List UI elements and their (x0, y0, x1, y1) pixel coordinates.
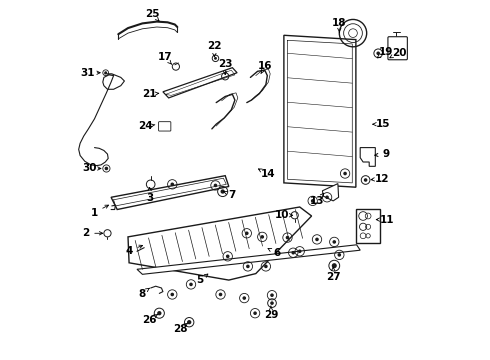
Polygon shape (360, 148, 375, 166)
Text: 17: 17 (158, 52, 172, 62)
Circle shape (325, 195, 329, 199)
Text: 25: 25 (145, 9, 159, 19)
Circle shape (171, 293, 174, 296)
Text: 2: 2 (82, 228, 89, 238)
Circle shape (298, 249, 301, 253)
Text: 4: 4 (125, 246, 133, 256)
Text: 19: 19 (379, 47, 393, 57)
Circle shape (333, 240, 336, 244)
Circle shape (187, 320, 192, 324)
Polygon shape (111, 176, 229, 210)
Circle shape (332, 263, 337, 268)
Circle shape (264, 265, 268, 268)
Circle shape (214, 184, 217, 187)
Circle shape (246, 265, 250, 268)
Circle shape (364, 178, 368, 182)
Text: 29: 29 (264, 310, 278, 320)
Text: 6: 6 (273, 248, 281, 258)
Text: 20: 20 (392, 48, 406, 58)
Circle shape (245, 231, 248, 235)
Text: 27: 27 (326, 272, 341, 282)
Circle shape (376, 51, 380, 55)
Polygon shape (128, 207, 312, 280)
Text: 26: 26 (143, 315, 157, 325)
Text: 3: 3 (146, 193, 153, 203)
Circle shape (243, 296, 246, 300)
Polygon shape (284, 35, 356, 187)
Circle shape (315, 238, 319, 241)
Text: 12: 12 (374, 174, 389, 184)
Circle shape (171, 183, 174, 186)
Polygon shape (322, 184, 339, 201)
Text: 21: 21 (142, 89, 156, 99)
Text: 30: 30 (82, 163, 97, 174)
Text: 24: 24 (139, 121, 153, 131)
FancyBboxPatch shape (388, 37, 407, 60)
Circle shape (338, 253, 341, 257)
Polygon shape (163, 68, 237, 98)
Circle shape (261, 235, 264, 239)
Text: 14: 14 (261, 169, 275, 179)
FancyBboxPatch shape (159, 122, 171, 131)
Circle shape (253, 311, 257, 315)
Text: 23: 23 (218, 59, 232, 69)
Polygon shape (137, 245, 360, 274)
Text: 11: 11 (380, 215, 394, 225)
Circle shape (220, 189, 225, 194)
Circle shape (219, 293, 222, 296)
Text: 9: 9 (383, 149, 390, 159)
Circle shape (226, 255, 229, 258)
Text: 15: 15 (376, 119, 390, 129)
Text: 31: 31 (81, 68, 95, 78)
Circle shape (189, 283, 193, 286)
Circle shape (270, 301, 274, 305)
Text: 8: 8 (138, 289, 146, 298)
Circle shape (104, 167, 108, 170)
Text: 16: 16 (258, 60, 273, 71)
Text: 1: 1 (91, 208, 98, 217)
Text: 5: 5 (196, 275, 203, 285)
Text: 22: 22 (207, 41, 221, 51)
Circle shape (292, 251, 295, 255)
Text: 13: 13 (310, 196, 324, 206)
Text: 7: 7 (228, 190, 236, 200)
Circle shape (214, 57, 217, 60)
Text: 10: 10 (274, 210, 289, 220)
FancyBboxPatch shape (356, 209, 380, 243)
Circle shape (343, 172, 347, 175)
Circle shape (286, 236, 289, 239)
Circle shape (311, 199, 315, 203)
Circle shape (270, 293, 274, 297)
Circle shape (104, 71, 107, 74)
Circle shape (157, 311, 162, 315)
Text: 28: 28 (173, 324, 188, 334)
Text: 18: 18 (332, 18, 346, 28)
